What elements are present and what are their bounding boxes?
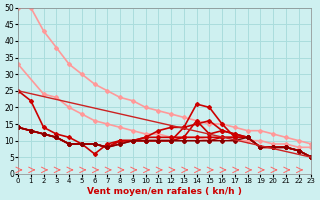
X-axis label: Vent moyen/en rafales ( kn/h ): Vent moyen/en rafales ( kn/h ) [87, 187, 242, 196]
